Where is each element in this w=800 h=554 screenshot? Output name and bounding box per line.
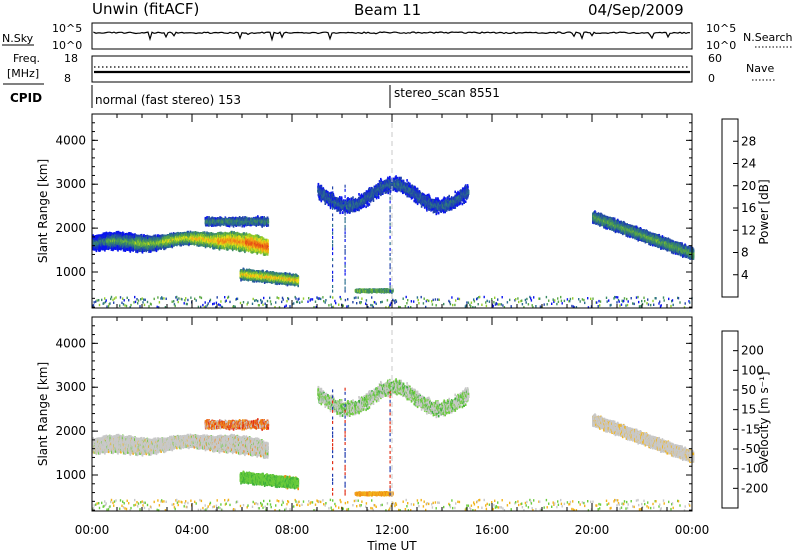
freq-panel: Freq. [MHz] 18 8 60 0 Nave bbox=[3, 52, 776, 85]
nsky-trace bbox=[94, 32, 690, 40]
station-title: Unwin (fitACF) bbox=[92, 0, 199, 18]
nsky-tick-high: 10^5 bbox=[52, 22, 82, 35]
cpid-row: CPID normal (fast stereo) 153 stereo_sca… bbox=[10, 85, 500, 108]
beam-title: Beam 11 bbox=[354, 1, 421, 19]
nave-tick-high: 60 bbox=[708, 52, 722, 65]
figure-canvas: Unwin (fitACF) Beam 11 04/Sep/2009 N.Sky… bbox=[0, 0, 800, 554]
cpid-label: CPID bbox=[10, 91, 42, 105]
cpid-mode-stereo: stereo_scan 8551 bbox=[394, 86, 500, 100]
nsky-tick-low: 10^0 bbox=[52, 39, 82, 52]
freq-tick-high: 18 bbox=[64, 52, 78, 65]
freq-label: Freq. bbox=[13, 52, 40, 65]
nave-label: Nave bbox=[746, 62, 774, 75]
nsearch-label: N.Search bbox=[743, 31, 793, 44]
nsky-panel: N.Sky 10^5 10^0 10^5 10^0 N.Search bbox=[2, 22, 793, 52]
date-title: 04/Sep/2009 bbox=[588, 1, 684, 19]
freq-tick-low: 8 bbox=[64, 72, 71, 85]
nsky-label: N.Sky bbox=[2, 32, 34, 45]
cpid-mode-normal: normal (fast stereo) 153 bbox=[95, 93, 241, 107]
nsearch-tick-high: 10^5 bbox=[706, 22, 736, 35]
power-heatmap bbox=[92, 175, 695, 308]
nave-tick-low: 0 bbox=[708, 72, 715, 85]
freq-unit: [MHz] bbox=[7, 67, 39, 80]
nsky-line bbox=[94, 32, 690, 40]
nsearch-tick-low: 10^0 bbox=[706, 39, 736, 52]
